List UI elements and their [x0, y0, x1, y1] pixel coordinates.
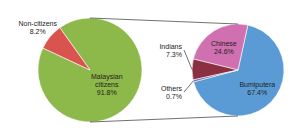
svg-text:Bumiputera67.4%: Bumiputera67.4% [239, 81, 275, 96]
svg-text:Others0.7%: Others0.7% [161, 85, 183, 100]
svg-text:Non-citizens8.2%: Non-citizens8.2% [18, 19, 57, 34]
svg-text:Chinese24.6%: Chinese24.6% [211, 40, 237, 55]
svg-text:Malaysiancitizens91.8%: Malaysiancitizens91.8% [91, 72, 123, 95]
svg-text:Indians7.3%: Indians7.3% [159, 43, 182, 58]
